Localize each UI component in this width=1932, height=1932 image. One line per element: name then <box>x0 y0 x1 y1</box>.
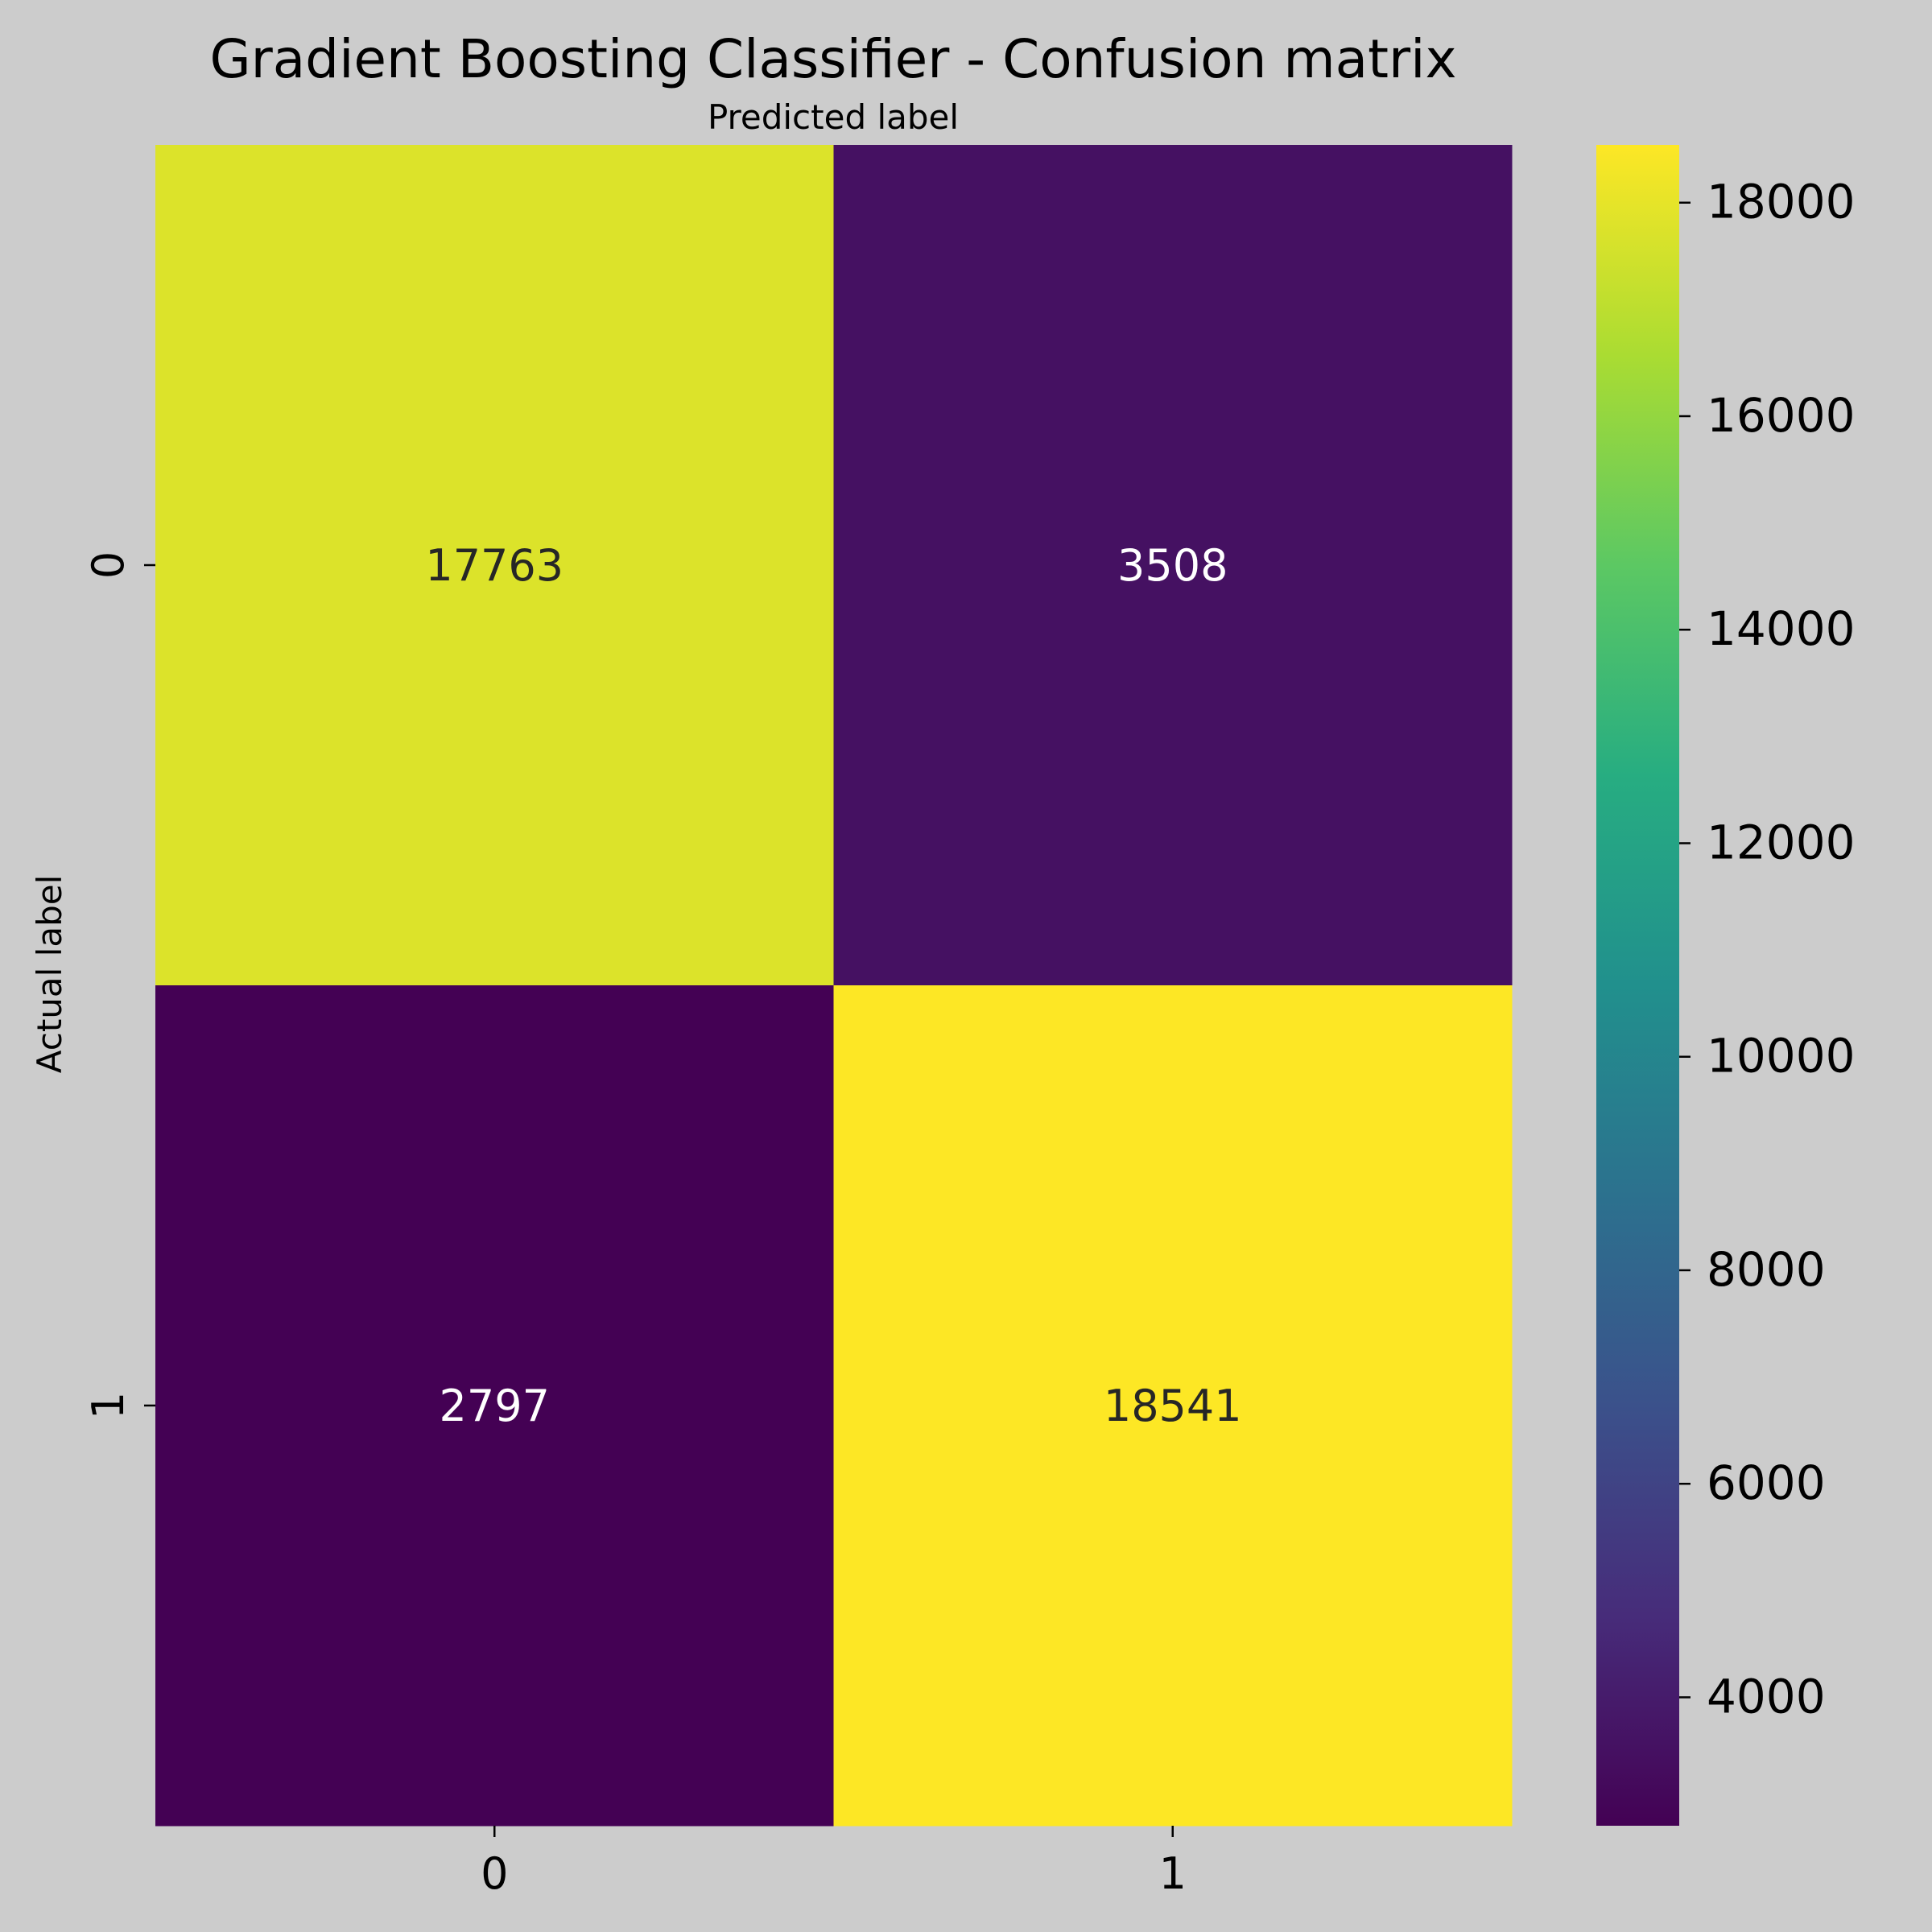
y-tick-label-0: 0 <box>83 551 134 579</box>
x-tick-label-0: 0 <box>481 1848 508 1899</box>
y-axis-ticks: 01 <box>83 551 155 1419</box>
cell-value-1-1: 18541 <box>1104 1381 1242 1431</box>
cell-value-0-0: 17763 <box>425 540 564 591</box>
y-tick-label-1: 1 <box>83 1392 134 1419</box>
y-axis-label: Actual label <box>30 875 69 1074</box>
colorbar-ticks: 4000 6000 8000 10000 12000 14000 16000 18000 <box>1679 175 1856 1724</box>
colorbar-tick-label-4: 12000 <box>1707 815 1856 869</box>
colorbar-tick-label-0: 4000 <box>1707 1669 1826 1724</box>
colorbar-tick-label-7: 18000 <box>1707 175 1856 229</box>
cell-value-1-0: 2797 <box>440 1381 550 1431</box>
chart-title: Gradient Boosting Classifier - Confusion… <box>209 28 1456 90</box>
colorbar <box>1596 145 1679 1826</box>
colorbar-tick-label-1: 6000 <box>1707 1455 1826 1510</box>
heatmap-cell-0-0 <box>155 145 834 986</box>
heatmap-cells <box>155 145 1513 1827</box>
colorbar-tick-label-6: 16000 <box>1707 388 1856 443</box>
cell-annotations: 17763 3508 2797 18541 <box>425 540 1241 1431</box>
heatmap-cell-0-1 <box>833 145 1513 986</box>
colorbar-tick-label-3: 10000 <box>1707 1029 1856 1084</box>
x-tick-label-1: 1 <box>1159 1848 1187 1899</box>
heatmap-cell-1-1 <box>833 985 1513 1827</box>
colorbar-tick-label-5: 14000 <box>1707 601 1856 656</box>
heatmap-cell-1-0 <box>155 985 834 1827</box>
cell-value-0-1: 3508 <box>1117 540 1228 591</box>
x-axis-label: Predicted label <box>708 97 959 137</box>
colorbar-tick-label-2: 8000 <box>1707 1242 1826 1297</box>
